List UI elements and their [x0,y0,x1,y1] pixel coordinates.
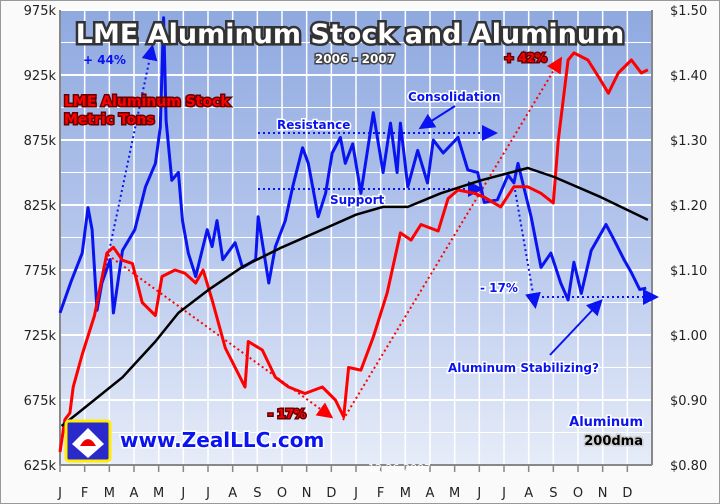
rally-arrow [342,56,563,421]
x-tick-label: J [476,486,481,501]
stabilizing-arrow [549,299,603,356]
support-label: Support [330,193,385,207]
x-tick-label: N [598,486,608,501]
plus42-label: + 42% [504,51,547,65]
x-tick-label: M [104,486,115,501]
x-tick-label: F [81,486,88,501]
y-right-tick-label: $1.10 [670,264,707,279]
consolidation-label: Consolidation [408,90,501,104]
chart-title: LME Aluminum Stock and Aluminum [76,19,624,50]
x-tick-label: A [228,486,237,501]
x-tick-label: M [153,486,164,501]
y-left-tick-label: 775k [24,264,57,279]
minus17-red-label: - 17% [268,407,306,421]
y-right-tick-label: $1.00 [670,329,707,344]
x-tick-label: O [573,486,583,501]
y-right-tick-label: $0.80 [670,459,707,474]
x-tick-label: O [277,486,287,501]
legend-200dma: 200dma [584,434,643,449]
x-tick-label: J [353,486,358,501]
stabilizing-label: Aluminum Stabilizing? [448,361,599,375]
minus17-blue-label: - 17% [480,281,518,295]
stock-label-2: Metric Tons [64,112,155,128]
series-200dma [60,166,649,427]
y-left-tick-label: 825k [24,199,57,214]
x-tick-label: F [377,486,384,501]
x-tick-label: S [253,486,261,501]
stock-label-1: LME Aluminum Stock [64,94,230,110]
x-tick-label: J [57,486,62,501]
series-aluminum [58,51,649,453]
y-right-tick-label: $1.20 [670,199,707,214]
x-tick-label: J [501,486,506,501]
y-left-tick-label: 725k [24,329,57,344]
x-tick-label: J [180,486,185,501]
y-right-tick-label: $1.50 [670,4,707,19]
website-label[interactable]: www.ZealLLC.com [119,427,326,454]
x-tick-label: M [400,486,411,501]
y-left-tick-label: 675k [24,394,57,409]
decline-arrow [107,254,334,419]
chart-subtitle: 2006 - 2007 [315,52,395,66]
x-tick-label: J [205,486,210,501]
y-left-tick-label: 625k [24,459,57,474]
x-tick-label: D [326,486,336,501]
plus44-label: + 44% [83,53,126,67]
x-tick-label: A [130,486,139,501]
x-tick-label: D [622,486,632,501]
y-left-tick-label: 925k [24,69,57,84]
consolidation-arrow [418,105,456,130]
x-tick-label: A [426,486,435,501]
y-right-tick-label: $1.40 [670,69,707,84]
x-tick-label: M [449,486,460,501]
y-left-tick-label: 875k [24,134,57,149]
resistance-label: Resistance [277,118,350,132]
zeal-logo [64,419,112,463]
y-right-tick-label: $0.90 [670,394,707,409]
x-tick-label: A [524,486,533,501]
x-tick-label: S [549,486,557,501]
series-lme-aluminum-stock-metric-tons [58,16,647,315]
y-right-tick-label: $1.30 [670,134,707,149]
legend-aluminum: Aluminum [569,415,643,430]
x-tick-label: N [302,486,312,501]
date-label: 12.26.2007 [368,462,431,475]
y-left-tick-label: 975k [24,4,57,19]
